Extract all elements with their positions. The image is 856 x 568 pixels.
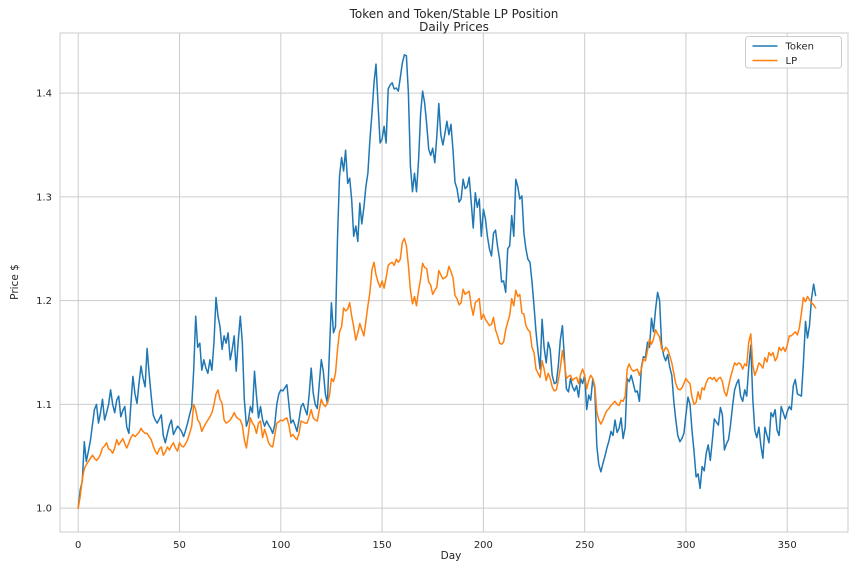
- x-tick-label: 50: [173, 540, 186, 551]
- x-tick-label: 150: [373, 540, 392, 551]
- axes-spines: [59, 32, 849, 533]
- x-tick-label: 250: [575, 540, 594, 551]
- legend-label-lp: LP: [786, 56, 798, 67]
- x-tick-label: 350: [778, 540, 797, 551]
- y-tick-label: 1.4: [36, 89, 52, 100]
- y-axis-label: Price $: [9, 264, 21, 300]
- y-tick-label: 1.3: [36, 192, 52, 203]
- x-tick-label: 0: [75, 540, 81, 551]
- x-tick-label: 200: [474, 540, 493, 551]
- chart-generated: 0 50 100 150 200 250 300 350 1.0 1.1 1.2 1.3 1.4 Toke…: [36, 32, 849, 551]
- y-tick-label: 1.1: [36, 400, 52, 411]
- token-line: [77, 54, 817, 509]
- x-tick-label: 100: [271, 540, 290, 551]
- x-tick-label: 300: [676, 540, 695, 551]
- y-tick-label: 1.2: [36, 296, 52, 307]
- chart-subtitle: Daily Prices: [419, 20, 489, 34]
- chart-title: Token and Token/Stable LP Position: [349, 7, 559, 21]
- legend-label-token: Token: [785, 42, 814, 53]
- x-axis-label: Day: [441, 550, 462, 562]
- lp-line: [77, 237, 817, 509]
- y-tick-label: 1.0: [36, 504, 52, 515]
